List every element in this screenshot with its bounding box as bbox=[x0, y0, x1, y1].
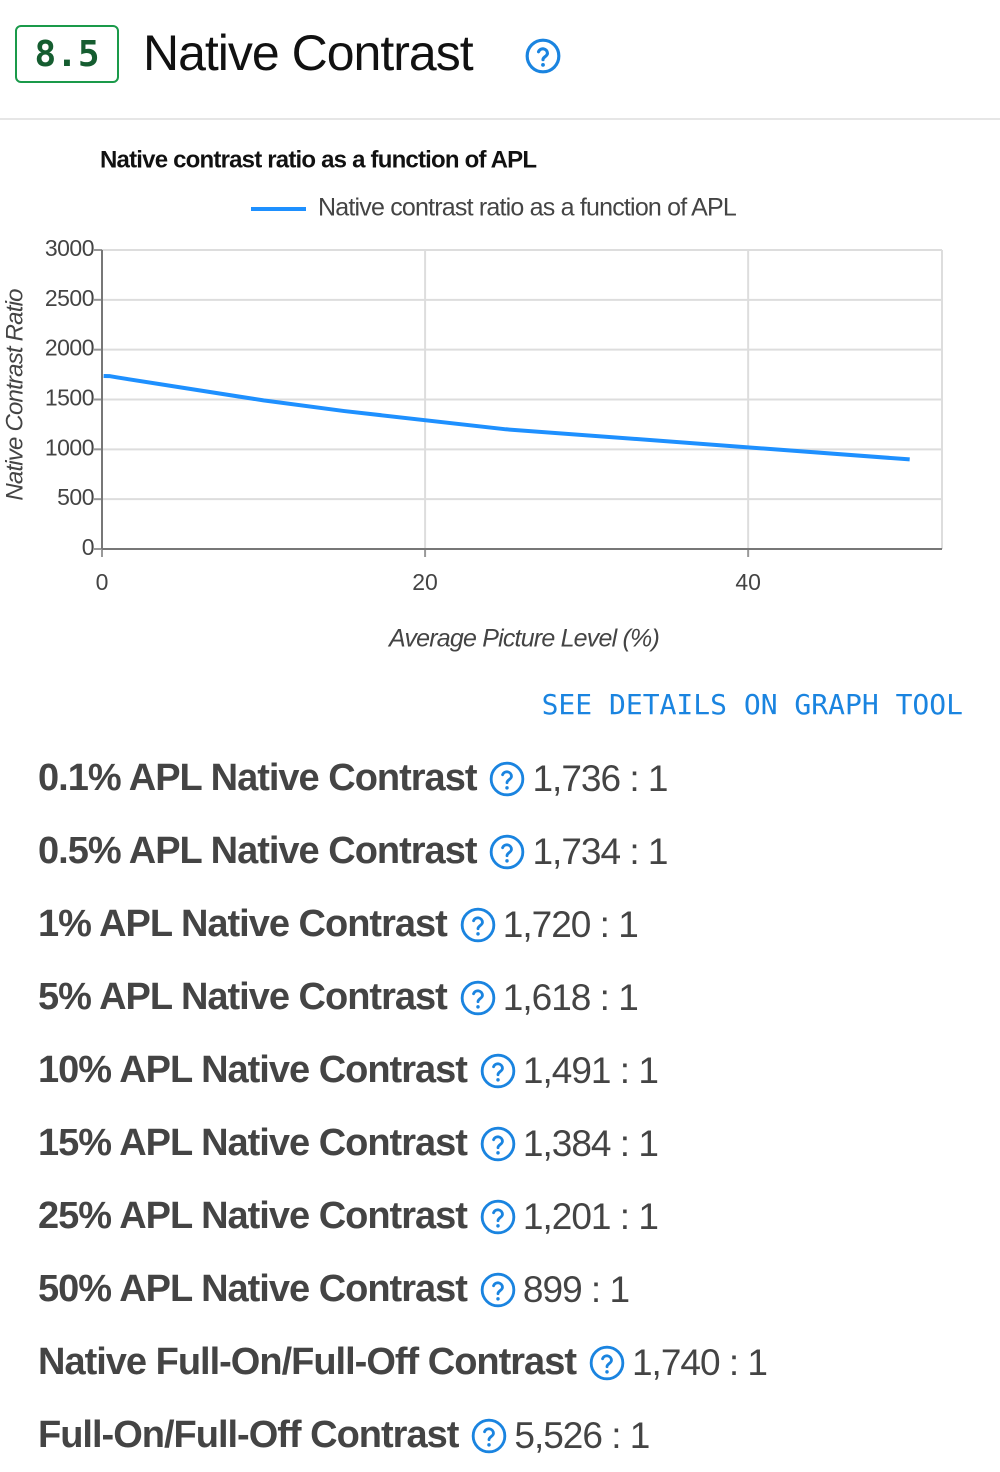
measurement-label: 10% APL Native Contrast bbox=[38, 1049, 468, 1091]
x-tick-label: 0 bbox=[96, 569, 109, 595]
measurement-value: 5,526 : 1 bbox=[514, 1414, 650, 1456]
help-dot bbox=[476, 931, 480, 936]
measurement-row: 0.1% APL Native Contrast 1,736 : 1 bbox=[38, 742, 767, 815]
help-circle bbox=[472, 1418, 507, 1453]
chart: Native contrast ratio as a function of A… bbox=[1, 146, 943, 653]
measurement-label: 5% APL Native Contrast bbox=[38, 976, 448, 1018]
help-icon[interactable] bbox=[479, 1052, 517, 1090]
help-mark bbox=[492, 1280, 504, 1295]
y-tick-label: 2000 bbox=[45, 335, 94, 361]
help-circle bbox=[589, 1345, 625, 1380]
y-tick-label: 2500 bbox=[45, 285, 94, 311]
help-circle bbox=[460, 980, 496, 1015]
help-icon[interactable] bbox=[479, 1198, 517, 1236]
measurement-value: 1,618 : 1 bbox=[502, 976, 639, 1018]
measurement-value: 1,720 : 1 bbox=[502, 903, 639, 945]
graph-tool-link[interactable]: SEE DETAILS ON GRAPH TOOL bbox=[541, 688, 963, 721]
measurement-label: 0.1% APL Native Contrast bbox=[38, 757, 477, 799]
help-dot bbox=[487, 1442, 492, 1447]
measurement-label: 0.5% APL Native Contrast bbox=[38, 830, 477, 872]
y-tick-label: 3000 bbox=[45, 235, 94, 261]
measurement-list: 0.1% APL Native Contrast 1,736 : 1 0.5% AP… bbox=[38, 742, 768, 1472]
help-icon[interactable] bbox=[479, 1125, 517, 1163]
help-circle bbox=[490, 761, 525, 796]
y-tick-label: 0 bbox=[82, 534, 94, 560]
measurement-row: Full-On/Full-Off Contrast 5,526 : 1 bbox=[38, 1399, 767, 1472]
help-mark bbox=[483, 1426, 496, 1441]
help-dot bbox=[505, 858, 510, 863]
y-tick-label: 1000 bbox=[45, 434, 94, 460]
header: 8.5 Native Contrast bbox=[0, 0, 1000, 120]
help-circle bbox=[460, 907, 496, 942]
help-icon[interactable] bbox=[488, 760, 526, 798]
help-mark bbox=[501, 842, 514, 857]
measurement-value: 1,734 : 1 bbox=[532, 830, 668, 872]
help-circle bbox=[480, 1053, 516, 1088]
help-icon[interactable] bbox=[459, 906, 497, 944]
help-icon[interactable] bbox=[488, 833, 526, 871]
score-badge: 8.5 bbox=[15, 25, 119, 83]
measurement-value: 1,491 : 1 bbox=[522, 1049, 659, 1091]
help-circle bbox=[490, 834, 525, 869]
help-circle bbox=[480, 1272, 516, 1307]
measurement-value: 1,740 : 1 bbox=[631, 1341, 768, 1383]
help-icon[interactable] bbox=[524, 37, 562, 75]
x-tick-label: 20 bbox=[412, 569, 438, 595]
help-dot bbox=[505, 785, 510, 790]
help-dot bbox=[605, 1369, 609, 1374]
measurement-row: 1% APL Native Contrast 1,720 : 1 bbox=[38, 888, 767, 961]
help-mark bbox=[471, 915, 484, 930]
measurement-label: Full-On/Full-Off Contrast bbox=[38, 1414, 459, 1456]
measurement-label: Native Full-On/Full-Off Contrast bbox=[38, 1341, 577, 1383]
help-icon[interactable] bbox=[479, 1271, 517, 1309]
data-line bbox=[103, 373, 910, 462]
help-mark bbox=[492, 1207, 504, 1222]
measurement-row: 5% APL Native Contrast 1,618 : 1 bbox=[38, 961, 767, 1034]
measurement-label: 1% APL Native Contrast bbox=[38, 903, 448, 945]
help-icon[interactable] bbox=[470, 1417, 508, 1455]
help-dot bbox=[496, 1077, 500, 1082]
chart-title: Native contrast ratio as a function of A… bbox=[100, 146, 536, 173]
measurement-label: 15% APL Native Contrast bbox=[38, 1122, 468, 1164]
help-mark bbox=[492, 1134, 504, 1149]
measurement-row: 0.5% APL Native Contrast 1,734 : 1 bbox=[38, 815, 767, 888]
measurement-value: 899 : 1 bbox=[522, 1268, 630, 1310]
help-mark bbox=[501, 769, 514, 784]
help-dot bbox=[496, 1296, 500, 1301]
help-dot bbox=[476, 1004, 480, 1009]
help-icon[interactable] bbox=[588, 1344, 626, 1382]
y-tick-label: 500 bbox=[57, 484, 94, 510]
y-axis-label: Native Contrast Ratio bbox=[1, 289, 28, 501]
x-axis-label: Average Picture Level (%) bbox=[387, 625, 659, 653]
measurement-value: 1,384 : 1 bbox=[522, 1122, 659, 1164]
help-icon[interactable] bbox=[459, 979, 497, 1017]
x-tick-label: 40 bbox=[735, 569, 761, 595]
help-mark bbox=[492, 1061, 504, 1076]
help-mark bbox=[471, 988, 484, 1003]
y-tick-label: 1500 bbox=[45, 385, 94, 411]
measurement-value: 1,736 : 1 bbox=[532, 757, 668, 799]
help-circle bbox=[480, 1126, 516, 1161]
measurement-row: 25% APL Native Contrast 1,201 : 1 bbox=[38, 1180, 767, 1253]
measurement-row: Native Full-On/Full-Off Contrast 1,740 : … bbox=[38, 1326, 768, 1399]
legend-label: Native contrast ratio as a function of A… bbox=[318, 194, 737, 222]
measurement-row: 15% APL Native Contrast 1,384 : 1 bbox=[38, 1107, 767, 1180]
help-dot bbox=[496, 1150, 500, 1155]
measurement-label: 25% APL Native Contrast bbox=[38, 1195, 468, 1237]
help-dot bbox=[496, 1223, 500, 1228]
section-title: Native Contrast bbox=[143, 25, 474, 81]
measurement-row: 10% APL Native Contrast 1,491 : 1 bbox=[38, 1034, 767, 1107]
help-circle bbox=[480, 1199, 516, 1234]
measurement-label: 50% APL Native Contrast bbox=[38, 1268, 468, 1310]
help-mark bbox=[601, 1353, 613, 1368]
measurement-value: 1,201 : 1 bbox=[522, 1195, 659, 1237]
measurement-row: 50% APL Native Contrast 899 : 1 bbox=[38, 1253, 767, 1326]
